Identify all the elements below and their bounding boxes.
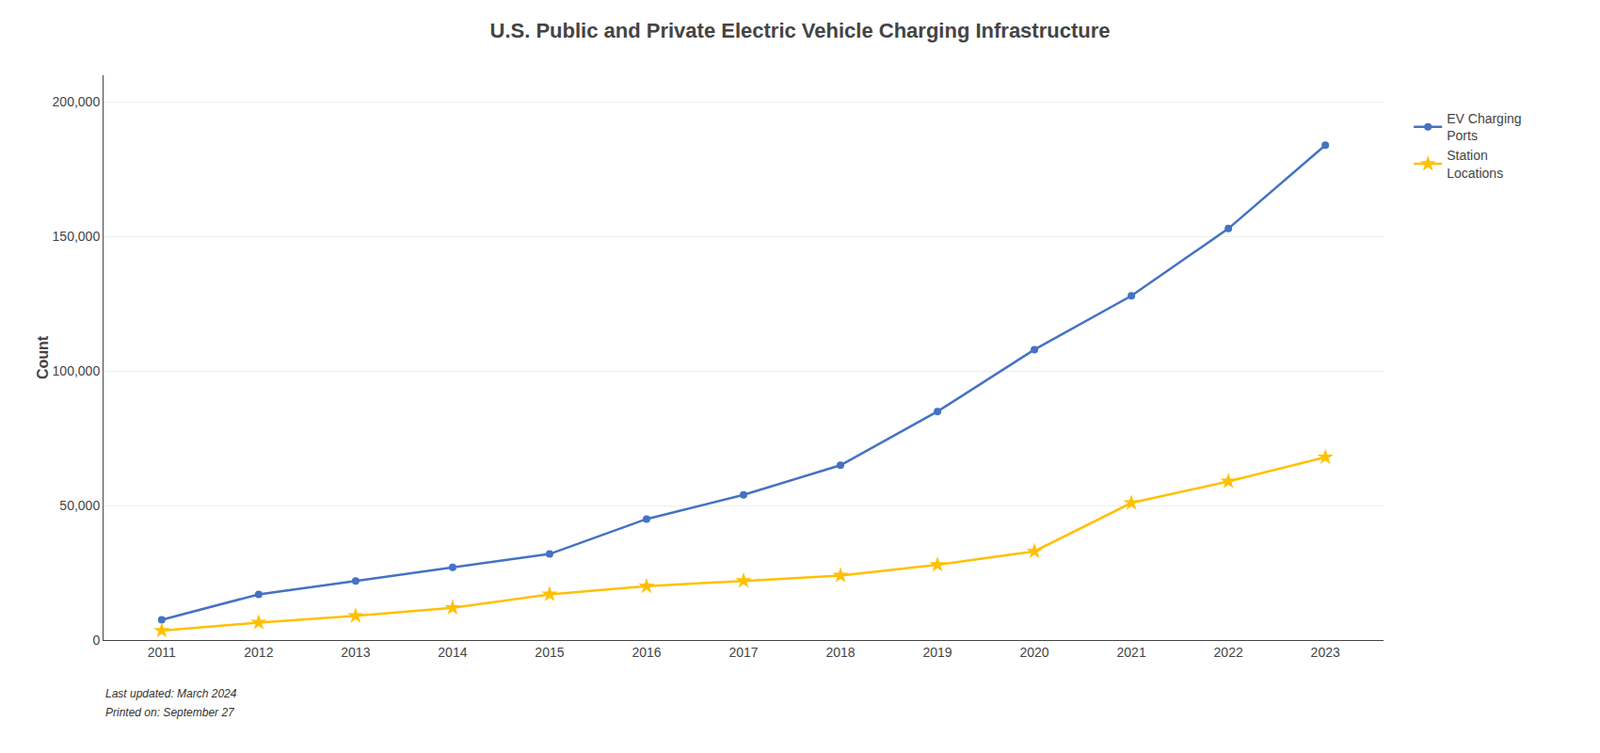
- svg-text:2017: 2017: [728, 644, 758, 660]
- svg-text:50,000: 50,000: [59, 497, 100, 513]
- svg-text:2015: 2015: [534, 644, 564, 660]
- svg-text:2011: 2011: [147, 644, 176, 660]
- svg-text:Last updated: March 2024: Last updated: March 2024: [105, 687, 238, 701]
- svg-text:2019: 2019: [922, 644, 952, 660]
- svg-text:2023: 2023: [1311, 644, 1341, 660]
- svg-text:EV ChargingPorts: EV ChargingPorts: [1446, 111, 1521, 144]
- svg-text:200,000: 200,000: [52, 94, 101, 110]
- svg-text:U.S. Public and Private Electr: U.S. Public and Private Electric Vehicle…: [490, 18, 1111, 43]
- svg-text:2018: 2018: [825, 644, 855, 660]
- svg-text:150,000: 150,000: [52, 228, 101, 244]
- svg-text:2016: 2016: [631, 644, 661, 660]
- svg-text:2013: 2013: [340, 644, 370, 660]
- svg-text:StationLocations: StationLocations: [1446, 147, 1504, 180]
- svg-text:100,000: 100,000: [52, 363, 101, 379]
- svg-text:2014: 2014: [437, 644, 467, 660]
- svg-text:Printed on: September 27: Printed on: September 27: [105, 705, 236, 720]
- svg-text:2021: 2021: [1117, 644, 1147, 660]
- svg-text:2020: 2020: [1020, 644, 1050, 660]
- svg-text:Count: Count: [34, 335, 51, 380]
- svg-text:2022: 2022: [1214, 644, 1244, 660]
- svg-text:0: 0: [92, 632, 100, 648]
- svg-text:2012: 2012: [243, 644, 273, 660]
